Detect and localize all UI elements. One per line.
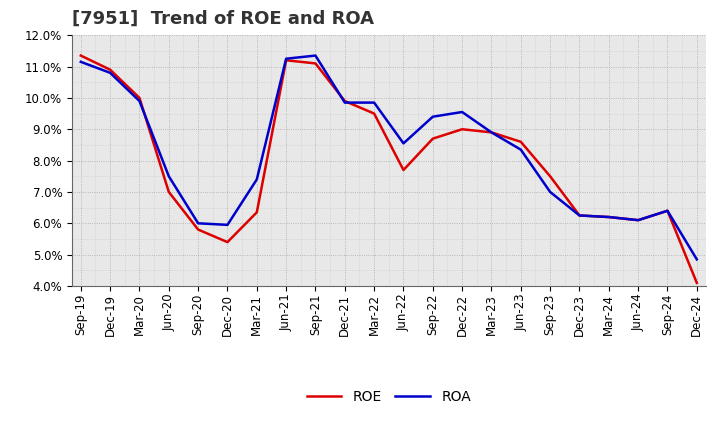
ROE: [282, 58, 290, 63]
ROA: [546, 189, 554, 194]
Legend: ROE, ROA: ROE, ROA: [301, 385, 477, 410]
Line: ROE: ROE: [81, 55, 697, 283]
ROA: [516, 147, 525, 152]
ROA: [575, 213, 584, 218]
ROA: [253, 177, 261, 182]
ROE: [575, 213, 584, 218]
ROA: [663, 208, 672, 213]
ROA: [341, 100, 349, 105]
ROA: [693, 257, 701, 262]
ROE: [76, 53, 85, 58]
ROE: [605, 214, 613, 220]
ROA: [282, 56, 290, 61]
ROE: [106, 67, 114, 72]
ROE: [223, 239, 232, 245]
ROA: [135, 99, 144, 104]
ROE: [164, 189, 173, 194]
ROE: [516, 139, 525, 144]
ROA: [458, 110, 467, 115]
ROE: [399, 167, 408, 172]
ROE: [546, 174, 554, 179]
ROA: [311, 53, 320, 58]
ROA: [428, 114, 437, 119]
ROE: [311, 61, 320, 66]
ROE: [194, 227, 202, 232]
ROA: [76, 59, 85, 65]
ROA: [194, 221, 202, 226]
ROA: [106, 70, 114, 75]
ROA: [223, 222, 232, 227]
ROE: [663, 208, 672, 213]
ROA: [399, 141, 408, 146]
ROE: [693, 280, 701, 286]
Line: ROA: ROA: [81, 55, 697, 259]
ROE: [458, 127, 467, 132]
ROA: [487, 130, 496, 135]
ROE: [253, 210, 261, 215]
ROE: [487, 130, 496, 135]
ROE: [341, 99, 349, 104]
ROE: [428, 136, 437, 141]
ROE: [135, 95, 144, 100]
ROE: [370, 111, 379, 116]
ROA: [634, 217, 642, 223]
Text: [7951]  Trend of ROE and ROA: [7951] Trend of ROE and ROA: [72, 10, 374, 28]
ROA: [370, 100, 379, 105]
ROA: [605, 214, 613, 220]
ROE: [634, 217, 642, 223]
ROA: [164, 174, 173, 179]
